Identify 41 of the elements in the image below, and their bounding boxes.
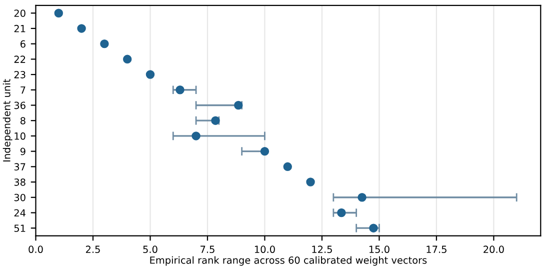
- y-tick-label: 21: [14, 24, 26, 32]
- point: [369, 224, 378, 232]
- y-tick-label: 30: [14, 194, 26, 202]
- point: [77, 24, 86, 33]
- x-tick-label: 15.0: [369, 246, 390, 254]
- y-tick-label: 9: [20, 148, 26, 156]
- x-axis-title: Empirical rank range across 60 calibrated weight vectors: [150, 256, 427, 266]
- y-axis-title: Independent unit: [2, 79, 12, 162]
- point: [54, 8, 64, 18]
- point: [306, 178, 315, 186]
- x-tick-label: 20.0: [484, 246, 504, 254]
- y-tick-label: 7: [20, 86, 26, 94]
- point: [122, 54, 132, 64]
- point: [192, 132, 200, 140]
- y-tick-label: 38: [14, 178, 26, 186]
- x-tick-label: 5.0: [143, 246, 158, 254]
- y-tick-label: 36: [14, 102, 26, 110]
- x-tick-label: 10.0: [254, 246, 275, 254]
- point: [211, 116, 220, 125]
- point: [358, 193, 366, 202]
- y-tick-label: 24: [14, 209, 26, 216]
- y-tick-label: 6: [20, 40, 26, 48]
- point: [176, 86, 184, 94]
- point: [234, 100, 243, 110]
- point: [283, 162, 292, 172]
- y-tick-label: 37: [14, 163, 26, 170]
- y-tick-label: 22: [14, 56, 26, 63]
- x-tick-label: 2.5: [86, 246, 100, 254]
- point: [337, 208, 346, 218]
- y-tick-label: 8: [20, 117, 26, 124]
- point: [260, 146, 270, 156]
- point: [100, 39, 109, 48]
- y-tick-label: 23: [14, 71, 26, 78]
- point: [146, 70, 155, 79]
- x-tick-label: 17.5: [426, 246, 446, 254]
- x-tick-label: 7.5: [200, 246, 214, 254]
- y-tick-label: 51: [14, 224, 26, 232]
- x-tick-label: 0.0: [28, 246, 43, 254]
- y-tick-label: 10: [14, 132, 26, 140]
- y-tick-label: 20: [14, 10, 26, 17]
- x-tick-label: 12.5: [312, 246, 332, 254]
